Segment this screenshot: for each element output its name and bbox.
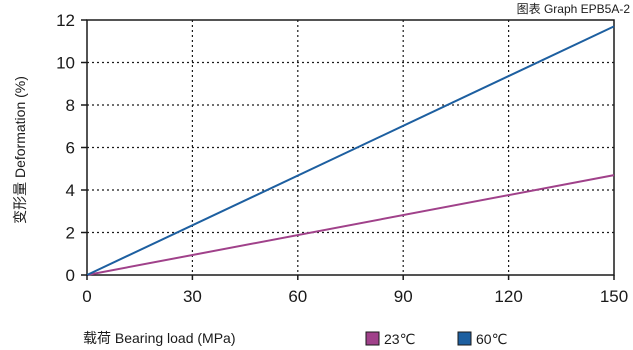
x-axis-ticks: 0 30 60 90 120 150 xyxy=(82,275,628,306)
y-tick-label: 0 xyxy=(66,266,75,285)
y-tick-label: 6 xyxy=(66,139,75,158)
series-line xyxy=(86,25,615,276)
x-tick-label: 150 xyxy=(600,287,628,306)
y-tick-label: 10 xyxy=(56,54,75,73)
legend-label: 23℃ xyxy=(384,331,415,347)
y-tick-label: 8 xyxy=(66,96,75,115)
x-tick-label: 30 xyxy=(183,287,202,306)
y-axis-title: 变形量 Deformation (%) xyxy=(12,76,28,224)
y-tick-label: 2 xyxy=(66,224,75,243)
x-tick-label: 60 xyxy=(288,287,307,306)
legend: 23℃ 60℃ xyxy=(365,331,507,347)
series-lines xyxy=(86,25,615,276)
x-tick-label: 0 xyxy=(82,287,91,306)
legend-swatch xyxy=(365,331,380,346)
x-tick-label: 120 xyxy=(494,287,522,306)
y-axis-ticks: 0 2 4 6 8 10 12 xyxy=(56,11,87,285)
legend-swatch xyxy=(457,331,472,346)
y-tick-label: 4 xyxy=(66,181,75,200)
y-tick-label: 12 xyxy=(56,11,75,30)
x-tick-label: 90 xyxy=(394,287,413,306)
x-axis-title: 载荷 Bearing load (MPa) xyxy=(83,330,236,346)
series-line xyxy=(86,174,615,276)
legend-label: 60℃ xyxy=(476,331,507,347)
chart-title: 图表 Graph EPB5A-2 xyxy=(517,2,631,16)
